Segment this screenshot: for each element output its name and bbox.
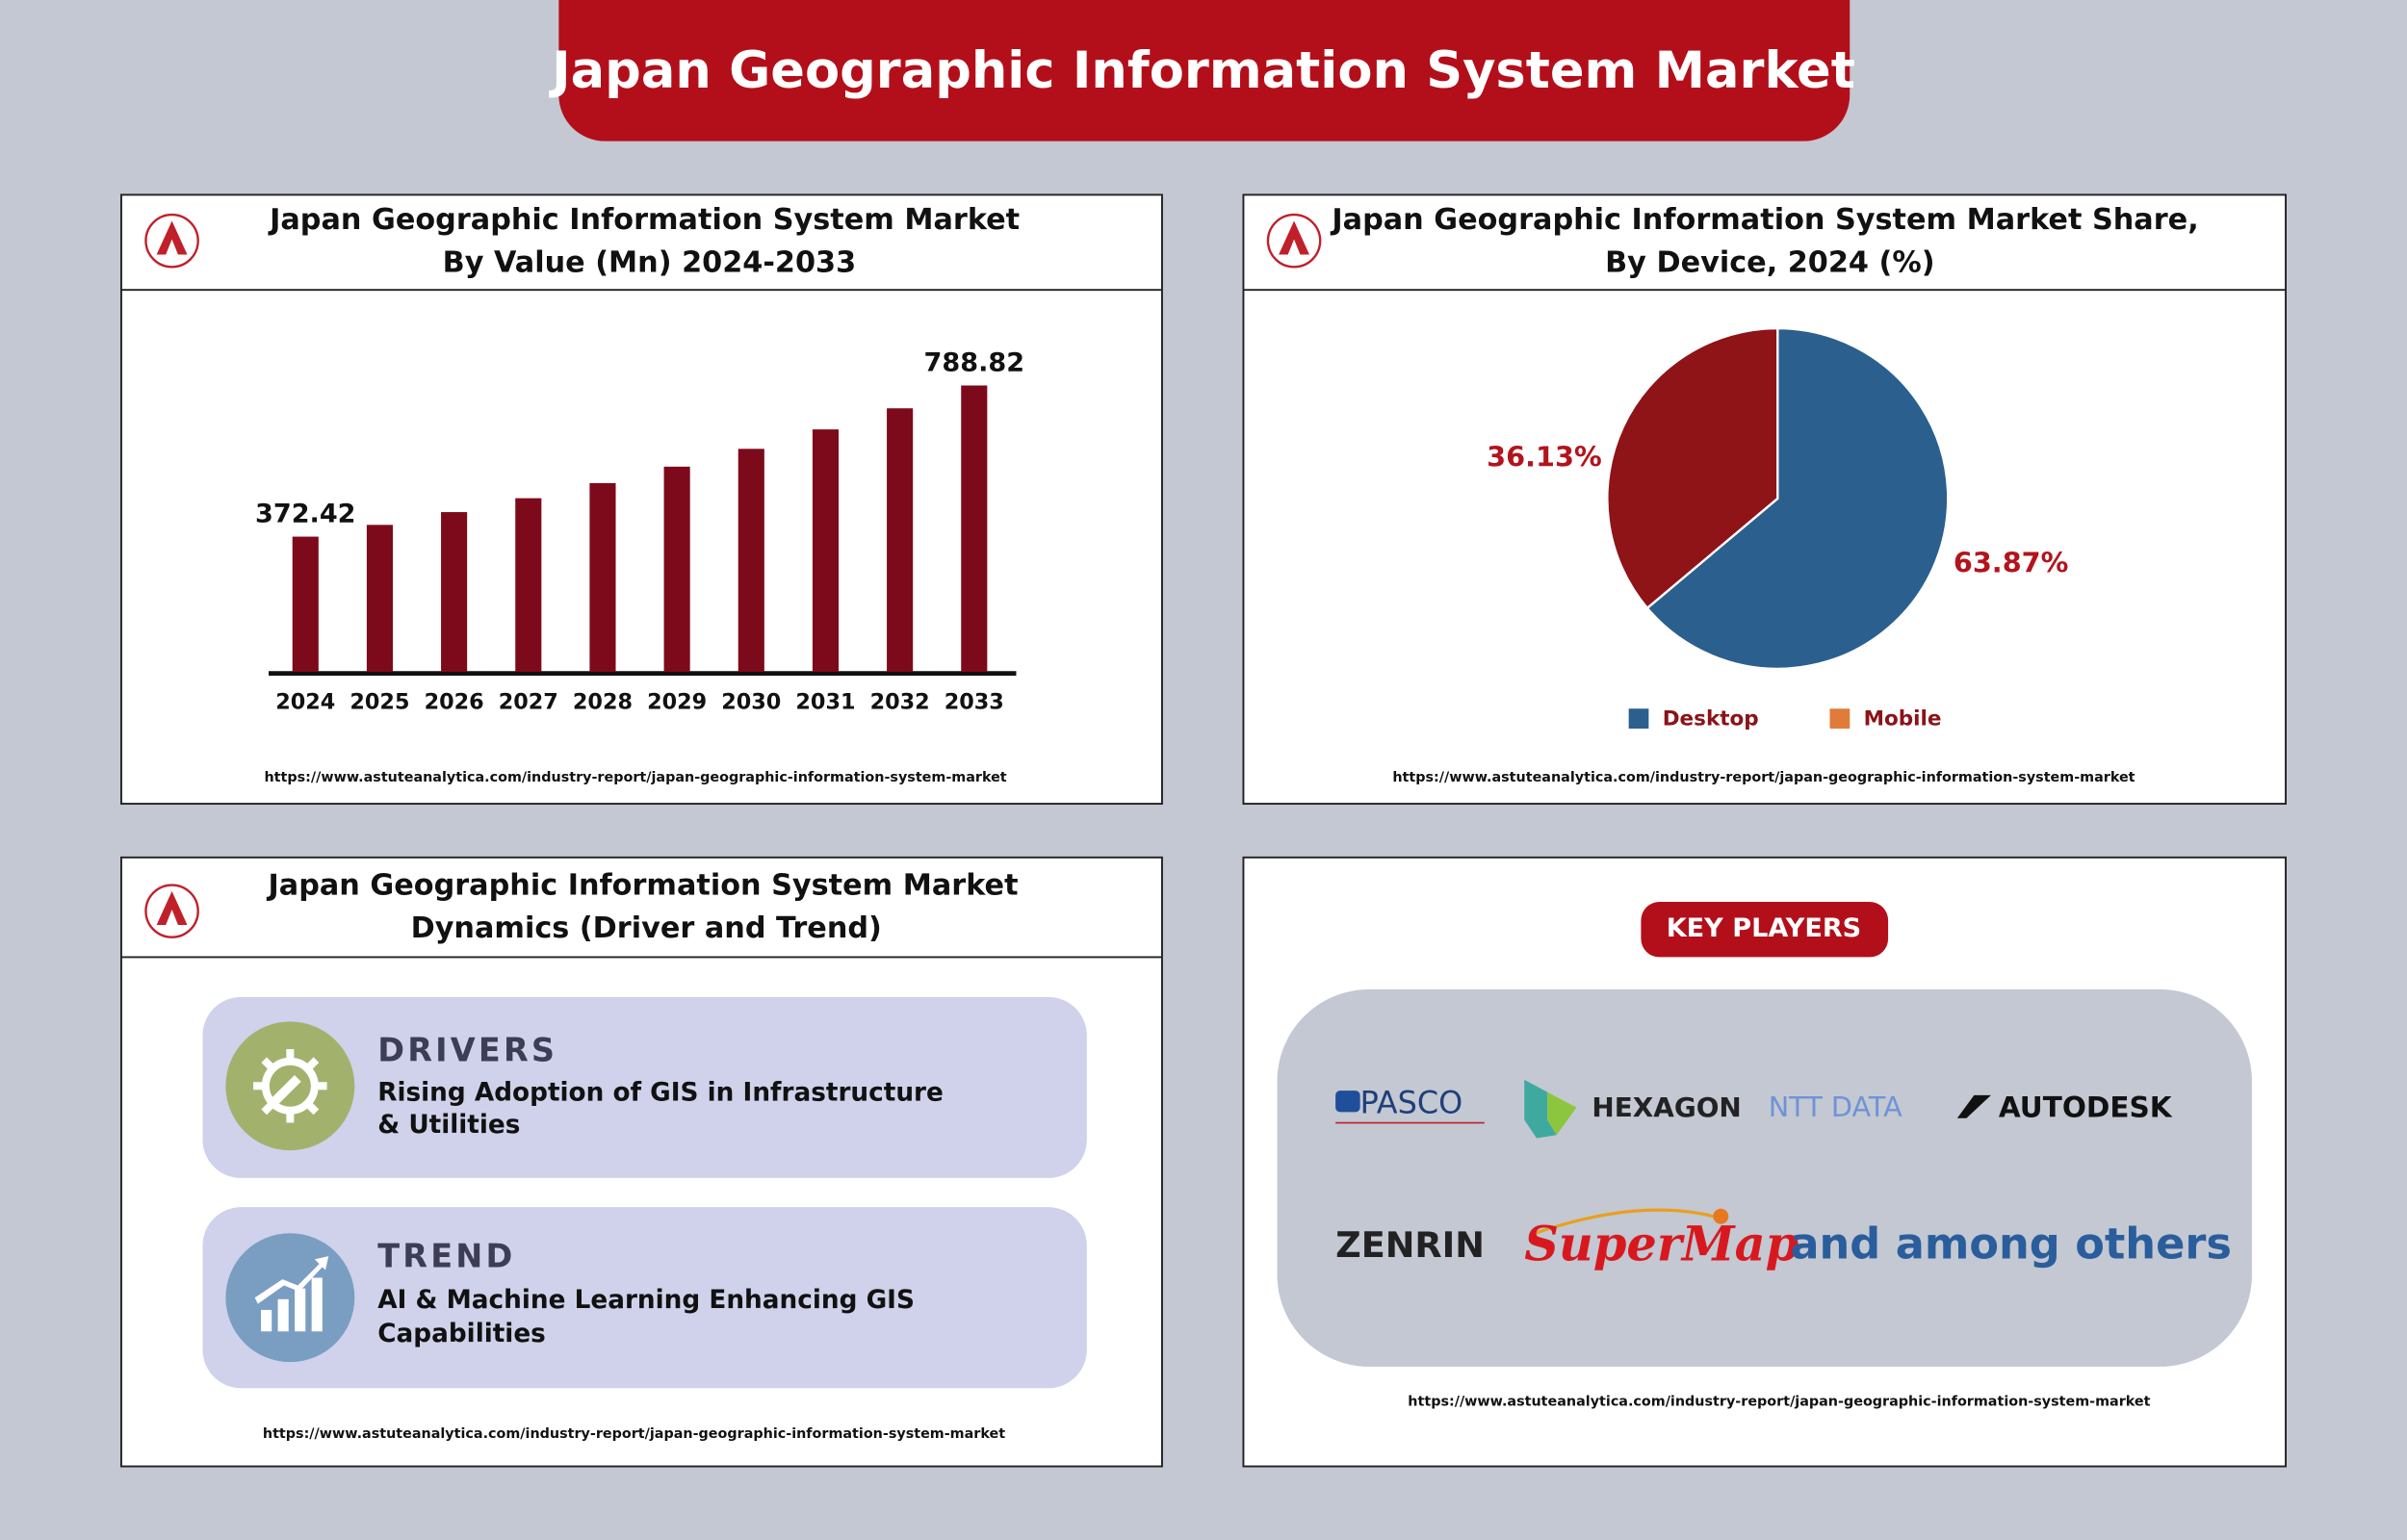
driver-text: Rising Adoption of GIS in Infrastructure xyxy=(377,1079,944,1108)
x-tick-label: 2028 xyxy=(573,689,633,714)
bar xyxy=(589,482,616,673)
source-url: https://www.astuteanalytica.com/industry… xyxy=(263,1426,1005,1442)
key-players-heading: KEY PLAYERS xyxy=(1667,913,1861,943)
key-players-badge xyxy=(1641,902,1889,958)
driver-text: & Utilities xyxy=(377,1111,520,1140)
panel-title: Dynamics (Driver and Trend) xyxy=(411,911,882,945)
source-url: https://www.astuteanalytica.com/industry… xyxy=(264,770,1006,785)
x-tick-label: 2030 xyxy=(721,689,781,714)
pie-label: 63.87% xyxy=(1954,546,2069,578)
pasco-mark xyxy=(1335,1091,1360,1113)
x-tick-label: 2027 xyxy=(499,689,558,714)
players-box xyxy=(1277,988,2252,1367)
others-text: and among others xyxy=(1790,1219,2232,1270)
bar xyxy=(738,449,764,673)
x-tick-label: 2033 xyxy=(945,689,1004,714)
panel xyxy=(120,193,1163,806)
chart-title: Japan Geographic Information System Mark… xyxy=(268,203,1020,237)
trend-text: AI & Machine Learning Enhancing GIS xyxy=(377,1286,915,1315)
logo xyxy=(1266,213,1322,269)
chart-icon xyxy=(254,1256,329,1332)
x-tick-label: 2029 xyxy=(647,689,707,714)
player-logo: HEXAGON xyxy=(1592,1091,1741,1123)
pie-slice xyxy=(1606,326,1779,610)
bar xyxy=(366,525,394,673)
icon-arrow xyxy=(254,1256,329,1304)
gear-teeth xyxy=(253,1049,327,1123)
trend-icon xyxy=(225,1233,355,1363)
player-logo: AUTODESK xyxy=(1999,1091,2173,1124)
bar xyxy=(961,385,988,673)
trend-card xyxy=(202,1207,1087,1389)
page-title: Japan Geographic Information System Mark… xyxy=(549,41,1855,100)
pie-label: 36.13% xyxy=(1487,440,1602,473)
trend-heading: TREND xyxy=(377,1237,515,1274)
chart-title: By Value (Mn) 2024-2033 xyxy=(443,246,857,280)
driver-card xyxy=(202,996,1087,1178)
hexagon-mark xyxy=(1524,1079,1557,1139)
icon-bar xyxy=(311,1277,323,1332)
logo-mark xyxy=(156,890,188,925)
bar xyxy=(292,536,319,673)
source-url: https://www.astuteanalytica.com/industry… xyxy=(1392,770,2135,785)
x-tick-label: 2024 xyxy=(275,689,335,714)
driver-heading: DRIVERS xyxy=(377,1032,557,1069)
supermap-swoosh xyxy=(1534,1208,1721,1235)
legend-label: Desktop xyxy=(1663,706,1759,731)
source-url: https://www.astuteanalytica.com/industry… xyxy=(1408,1395,2150,1410)
x-tick-label: 2032 xyxy=(870,689,930,714)
x-tick-label: 2031 xyxy=(795,689,855,714)
x-tick-label: 2025 xyxy=(349,689,409,714)
bar xyxy=(663,466,690,673)
chart-title: Japan Geographic Information System Mark… xyxy=(1330,203,2198,237)
bar xyxy=(812,429,840,673)
player-logo: ZENRIN xyxy=(1335,1224,1485,1266)
player-logo: SuperMap xyxy=(1524,1217,1799,1272)
autodesk-mark xyxy=(1956,1094,1991,1118)
header-banner xyxy=(558,0,1851,141)
logo xyxy=(144,884,199,938)
gear-icon xyxy=(253,1049,327,1123)
logo xyxy=(144,213,199,269)
bar xyxy=(887,408,914,673)
data-label: 372.42 xyxy=(255,500,356,529)
pie-slice xyxy=(1645,326,1950,671)
chart-title: By Device, 2024 (%) xyxy=(1605,246,1934,280)
legend-swatch xyxy=(1628,708,1649,729)
wrench xyxy=(270,1074,301,1107)
panel-title: Japan Geographic Information System Mark… xyxy=(267,869,1019,903)
legend-label: Mobile xyxy=(1864,706,1942,731)
icon-bar xyxy=(277,1298,289,1332)
legend-swatch xyxy=(1829,708,1851,729)
icon-bar xyxy=(261,1309,272,1332)
logo-mark xyxy=(156,220,188,255)
supermap-dot xyxy=(1713,1208,1729,1224)
logo-mark xyxy=(1279,220,1310,255)
bar xyxy=(441,512,468,673)
x-tick-label: 2026 xyxy=(425,689,484,714)
hexagon-mark xyxy=(1547,1091,1577,1136)
player-logo: PASCO xyxy=(1360,1084,1463,1120)
data-label: 788.82 xyxy=(924,348,1025,378)
icon-bar xyxy=(295,1288,306,1332)
bar xyxy=(515,498,542,673)
trend-text: Capabilities xyxy=(377,1320,546,1348)
player-logo: NTT DATA xyxy=(1769,1091,1902,1123)
